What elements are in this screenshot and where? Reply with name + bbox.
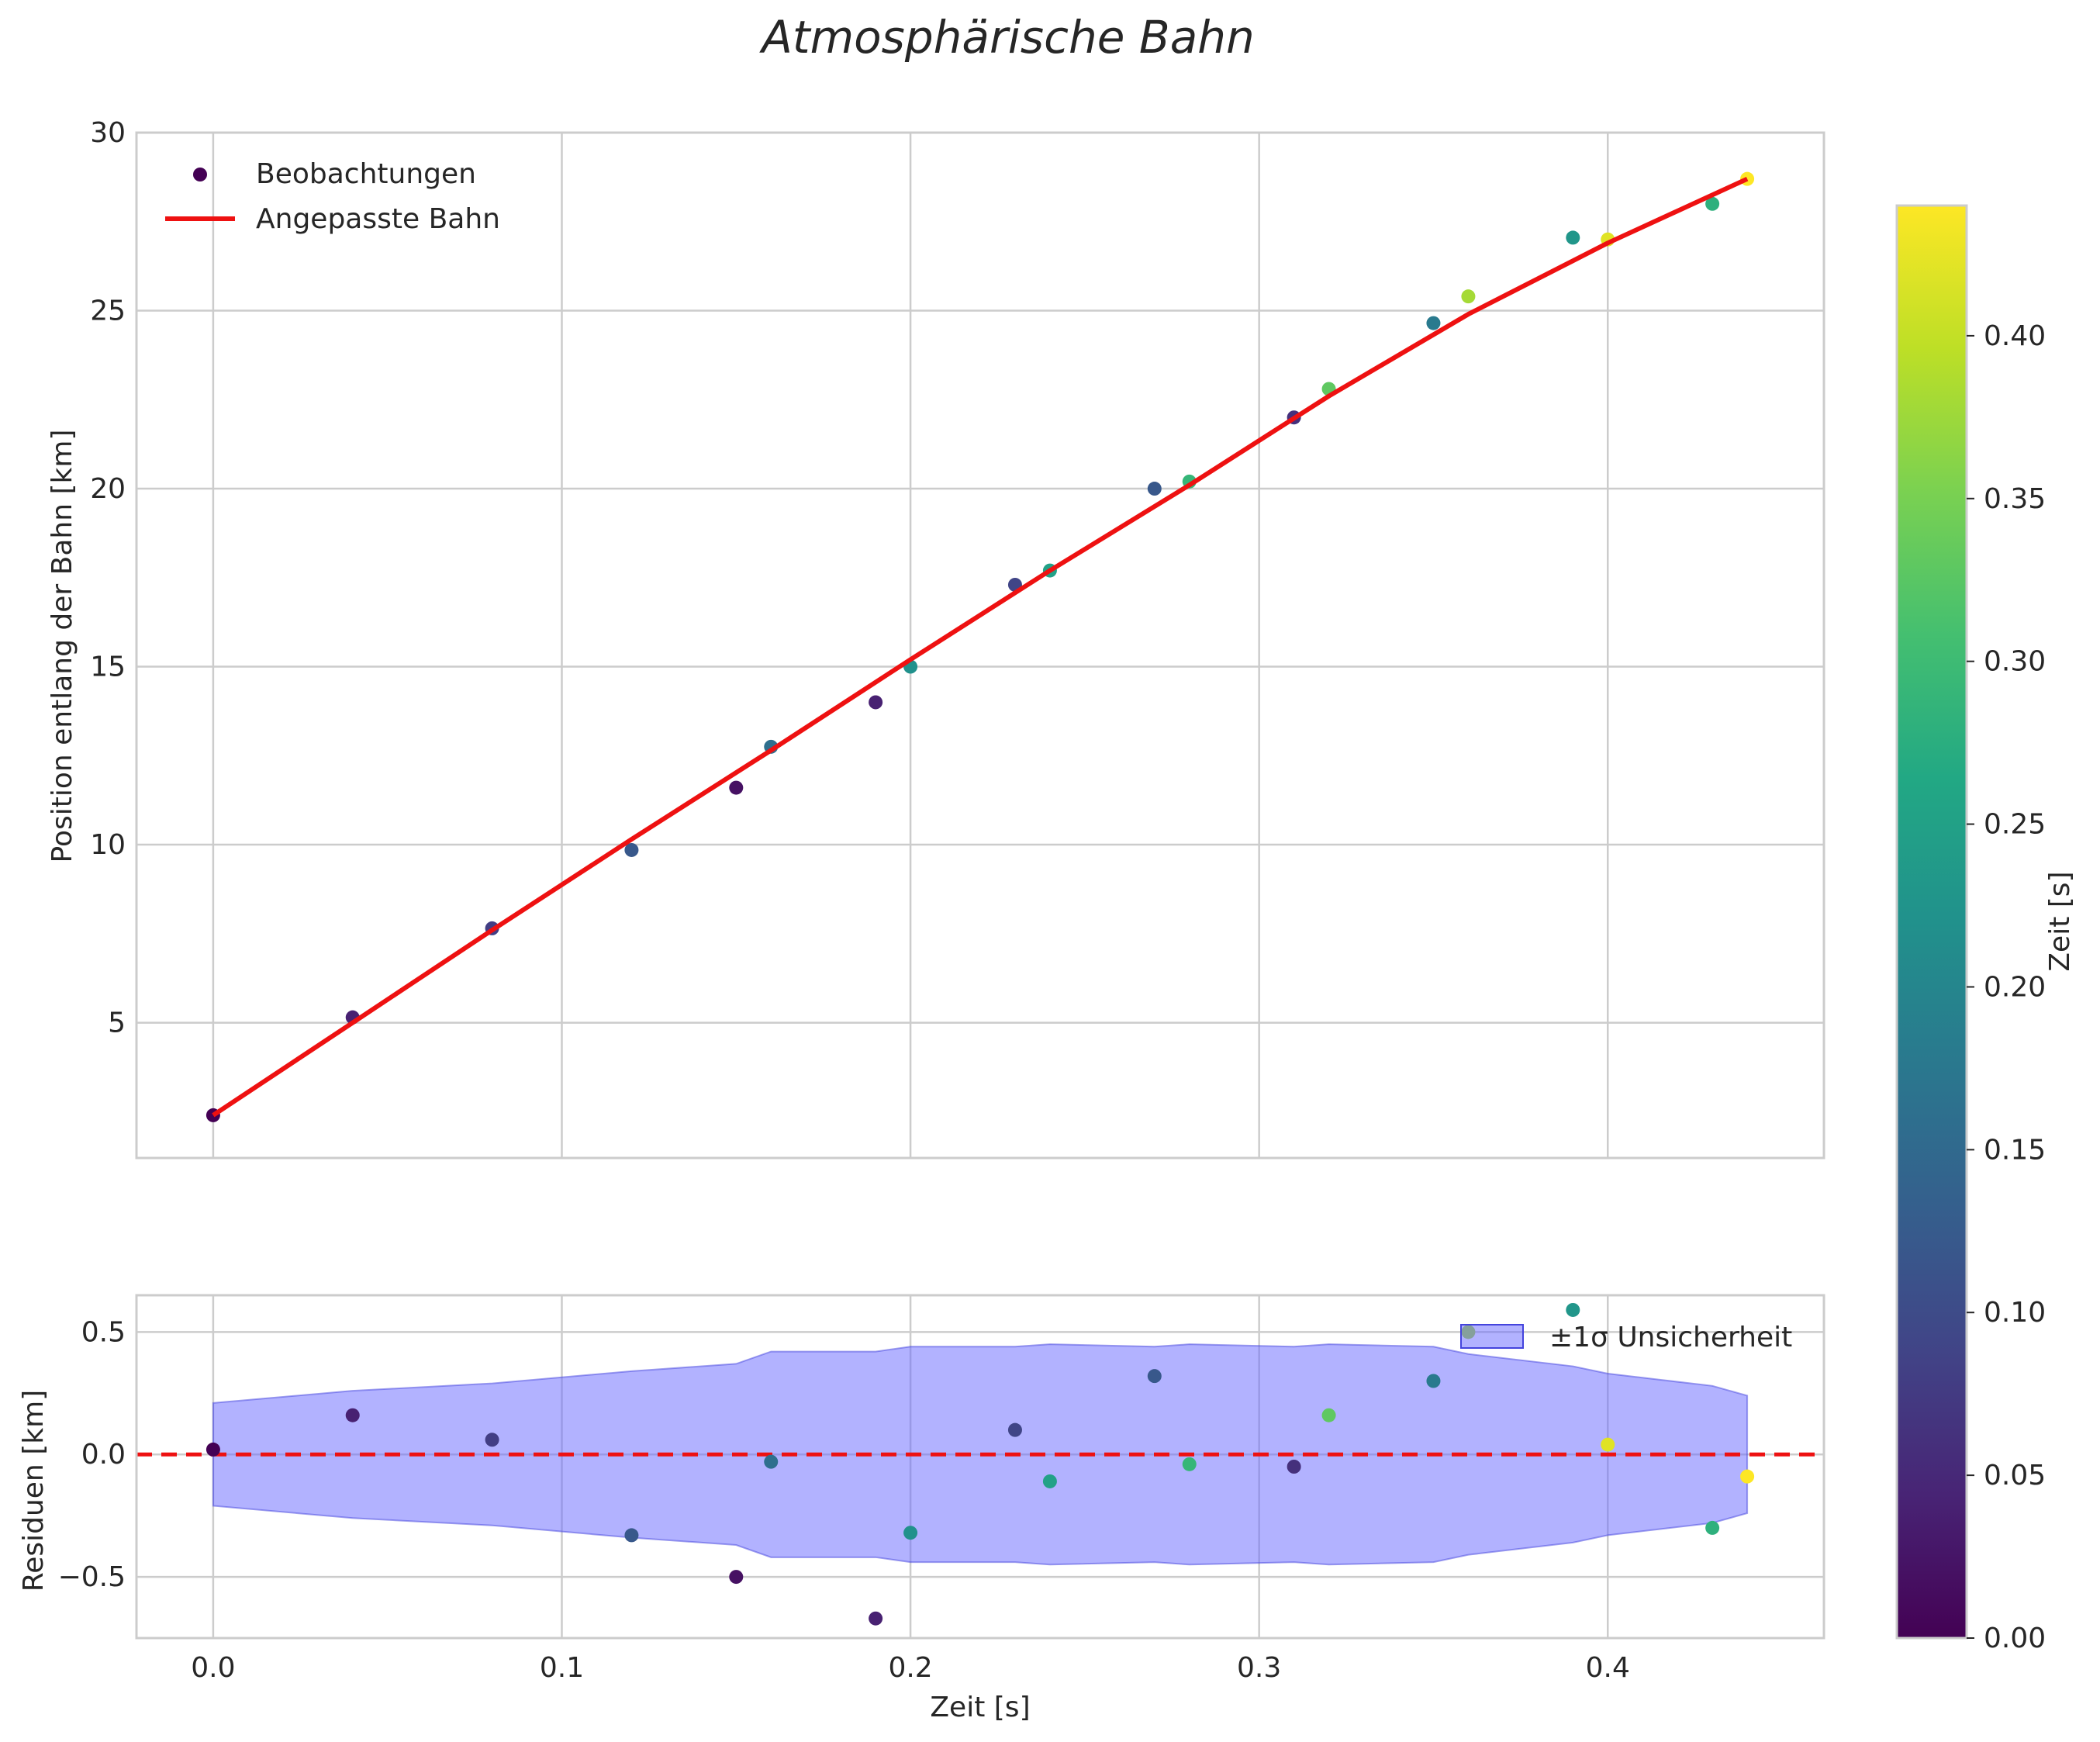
observation-point	[1461, 289, 1476, 304]
colorbar-tick-label: 0.20	[1984, 971, 2046, 1003]
main-y-tick-label: 15	[90, 652, 126, 683]
main-y-tick-label: 5	[108, 1008, 126, 1039]
residual-marks	[136, 1302, 1824, 1626]
residual-point	[624, 1528, 639, 1543]
main-y-tick-label: 20	[90, 473, 126, 505]
residual-y-ticks: −0.5 0.0 0.5	[58, 1316, 126, 1593]
residual-point	[485, 1433, 499, 1447]
residual-point	[345, 1408, 360, 1422]
residual-plot: −0.5 0.0 0.5 0.0 0.1 0.2 0.3 0.4 Residuen [km]…	[18, 1294, 1825, 1723]
main-gridlines	[136, 131, 1824, 1158]
colorbar-tick-label: 0.00	[1984, 1623, 2046, 1654]
chart-title: Atmosphärische Bahn	[758, 11, 1255, 64]
colorbar-tick-label: 0.15	[1984, 1134, 2046, 1166]
x-tick-label: 0.3	[1237, 1652, 1281, 1684]
colorbar-tick-label: 0.10	[1984, 1297, 2046, 1329]
x-tick-label: 0.4	[1586, 1652, 1630, 1684]
main-marks	[206, 171, 1755, 1122]
residual-point	[1147, 1369, 1162, 1384]
colorbar-tick-label: 0.05	[1984, 1460, 2046, 1491]
main-plot-frame	[135, 131, 1825, 1160]
x-tick-label: 0.1	[540, 1652, 584, 1684]
residual-point	[903, 1526, 918, 1540]
residual-point	[1007, 1422, 1022, 1437]
residual-y-tick-label: −0.5	[58, 1561, 126, 1593]
legend-band-label: ±1σ Unsicherheit	[1549, 1322, 1792, 1353]
colorbar-tick-label: 0.25	[1984, 809, 2046, 841]
residual-y-tick-label: 0.5	[81, 1316, 126, 1348]
observation-point	[624, 842, 639, 857]
colorbar-label: Zeit [s]	[2044, 871, 2076, 971]
x-tick-label: 0.0	[191, 1652, 235, 1684]
residual-point	[1566, 1302, 1580, 1317]
legend-fit-label: Angepasste Bahn	[256, 203, 500, 235]
residual-y-axis-label: Residuen [km]	[18, 1390, 50, 1592]
colorbar: 0.00 0.05 0.10 0.15 0.20 0.25 0.30 0.35 0.40 Zei…	[1895, 204, 2076, 1654]
residual-point	[1287, 1460, 1301, 1474]
main-legend: Beobachtungen Angepasste Bahn	[165, 158, 500, 235]
x-tick-label: 0.2	[888, 1652, 932, 1684]
main-y-tick-label: 10	[90, 829, 126, 861]
residual-x-ticks: 0.0 0.1 0.2 0.3 0.4	[191, 1652, 1630, 1684]
observation-point	[1566, 230, 1580, 245]
residual-legend: ±1σ Unsicherheit	[1460, 1322, 1792, 1353]
colorbar-tick-label: 0.35	[1984, 483, 2046, 515]
residual-plot-frame	[135, 1294, 1825, 1640]
observation-point	[1705, 196, 1720, 211]
residual-point	[1705, 1520, 1720, 1535]
main-y-tick-label: 30	[90, 117, 126, 149]
observation-point	[729, 780, 744, 795]
main-plot: 5 10 15 20 25 30 Position entlang der Bahn [k…	[47, 117, 1825, 1160]
residual-point	[764, 1454, 779, 1469]
residual-point	[1042, 1474, 1057, 1488]
residual-point	[1426, 1374, 1441, 1388]
residual-point	[1601, 1437, 1615, 1452]
colorbar-gradient	[1895, 204, 1968, 1640]
colorbar-tick-label: 0.30	[1984, 646, 2046, 678]
observation-point	[869, 695, 883, 710]
colorbar-tick-label: 0.40	[1984, 320, 2046, 352]
x-axis-label: Zeit [s]	[930, 1692, 1030, 1723]
legend-observations-label: Beobachtungen	[256, 158, 476, 190]
residual-point	[1182, 1457, 1197, 1471]
main-y-tick-label: 25	[90, 296, 126, 327]
observation-point	[1147, 482, 1162, 496]
legend-band-swatch	[1460, 1324, 1524, 1349]
residual-point	[869, 1611, 883, 1626]
residual-y-tick-label: 0.0	[81, 1439, 126, 1471]
observation-point	[1426, 316, 1441, 330]
residual-point	[729, 1570, 744, 1585]
main-y-ticks: 5 10 15 20 25 30	[90, 117, 126, 1039]
fitted-trajectory-line	[212, 176, 1749, 1118]
colorbar-ticks: 0.00 0.05 0.10 0.15 0.20 0.25 0.30 0.35 0.40	[1967, 320, 2046, 1654]
residual-point	[206, 1442, 220, 1457]
residual-point	[1321, 1408, 1336, 1422]
legend-observations-marker	[193, 168, 207, 181]
main-y-axis-label: Position entlang der Bahn [km]	[47, 430, 78, 863]
residual-point	[1740, 1469, 1755, 1484]
